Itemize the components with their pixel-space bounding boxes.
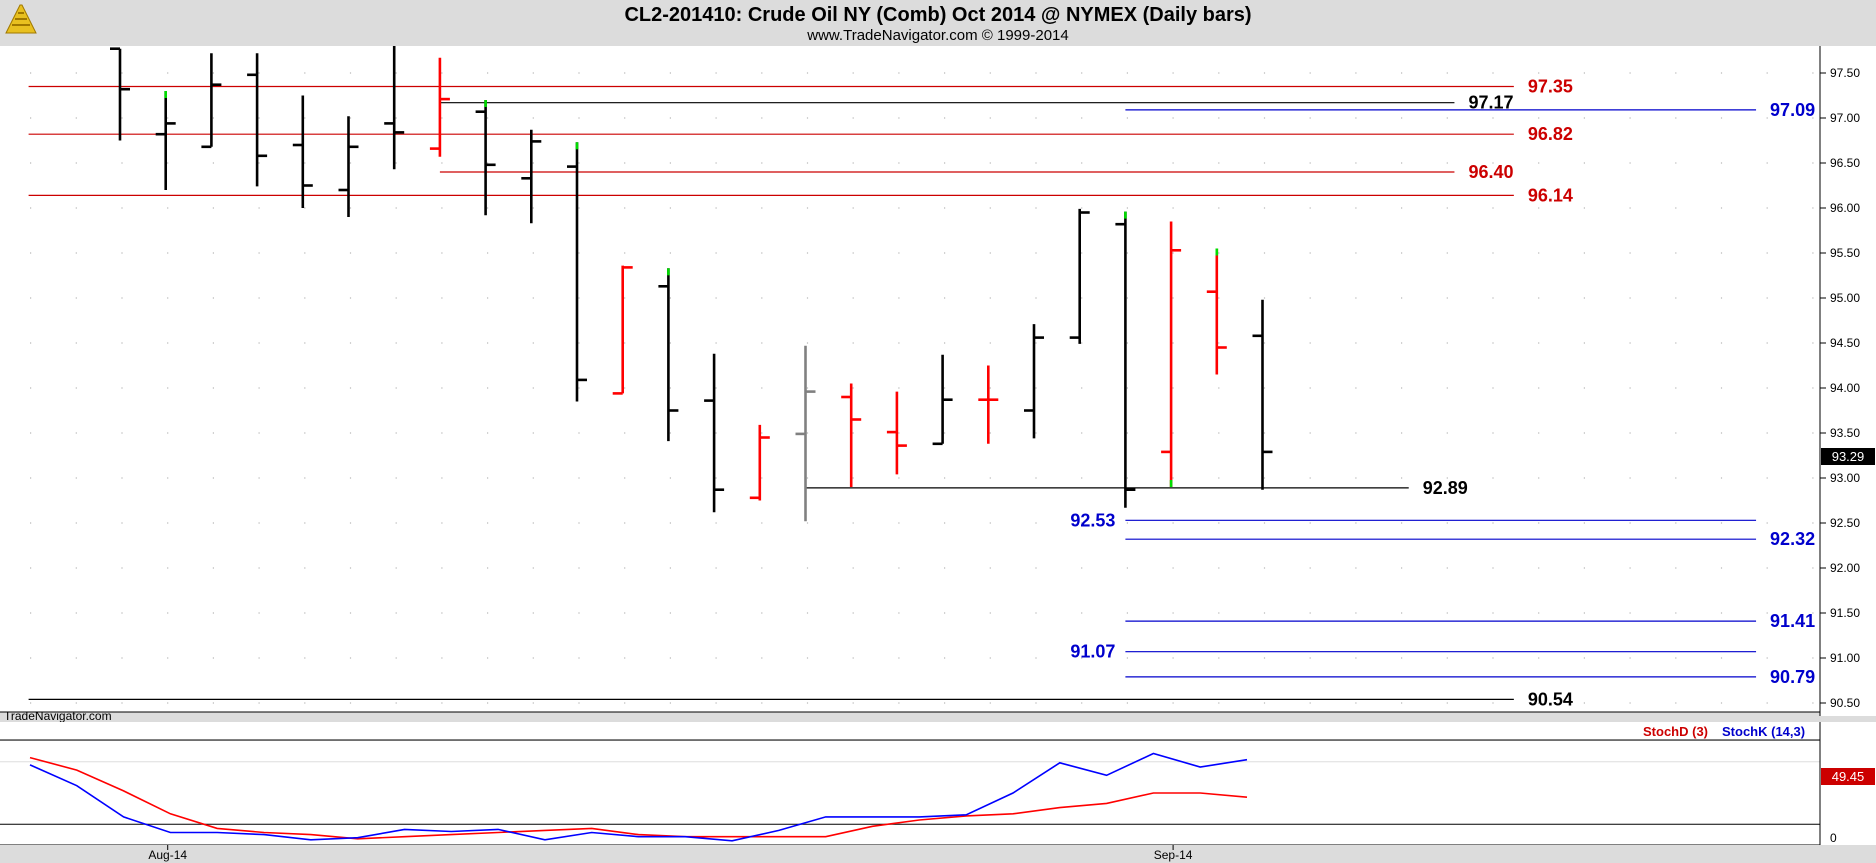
ohlc-bar bbox=[932, 354, 953, 446]
watermark: TradeNavigator.com bbox=[4, 709, 112, 723]
ohlc-bar bbox=[338, 116, 359, 217]
level-label: 96.14 bbox=[1528, 185, 1573, 205]
ohlc-bar bbox=[201, 53, 222, 149]
stochastic-panel-background bbox=[0, 741, 1820, 845]
price-axis-tick-label: 97.50 bbox=[1830, 66, 1860, 80]
stochk-line bbox=[29, 752, 1248, 842]
ohlc-bar bbox=[429, 57, 450, 157]
last-price-label: 93.29 bbox=[1832, 449, 1865, 464]
price-panel[interactable]: 97.35 97.17 97.09 96.82 96.40 96.14 92.89 92.53… bbox=[0, 46, 1820, 723]
ohlc-bar bbox=[612, 265, 633, 395]
chart-header: CL2-201410: Crude Oil NY (Comb) Oct 2014… bbox=[0, 0, 1876, 46]
level-label: 97.17 bbox=[1468, 93, 1513, 113]
level-label: 91.41 bbox=[1770, 611, 1815, 631]
price-axis-tick-label: 93.00 bbox=[1830, 471, 1860, 485]
ohlc-bar bbox=[292, 95, 313, 208]
ohlc-bar bbox=[749, 424, 770, 501]
price-y-axis: 97.50 97.00 96.50 96.00 95.50 95.00 94.50 94.00… bbox=[1819, 46, 1876, 716]
price-panel-background bbox=[0, 46, 1820, 712]
ohlc-bar bbox=[247, 53, 268, 187]
ohlc-bar bbox=[384, 46, 405, 170]
price-axis-tick-label: 97.00 bbox=[1830, 111, 1860, 125]
level-label: 97.09 bbox=[1770, 100, 1815, 120]
ohlc-bar bbox=[1161, 221, 1182, 487]
ohlc-bar bbox=[521, 129, 542, 224]
level-label: 90.79 bbox=[1770, 667, 1815, 687]
level-label: 91.07 bbox=[1070, 642, 1115, 662]
level-label: 97.35 bbox=[1528, 77, 1573, 97]
level-label: 90.54 bbox=[1528, 689, 1573, 709]
chart-title: CL2-201410: Crude Oil NY (Comb) Oct 2014… bbox=[624, 4, 1252, 26]
stochastic-panel[interactable]: StochD (3) StochK (14,3) bbox=[0, 722, 1820, 846]
price-bars bbox=[110, 46, 1273, 522]
stoch-axis-tick-label: 0 bbox=[1830, 831, 1837, 845]
chart-subtitle: www.TradeNavigator.com © 1999-2014 bbox=[807, 27, 1069, 44]
ohlc-bar bbox=[978, 365, 999, 444]
level-label: 92.89 bbox=[1423, 478, 1468, 498]
ohlc-bar bbox=[1024, 324, 1044, 439]
ohlc-bar bbox=[1252, 299, 1273, 490]
x-axis-tick-label: Sep-14 bbox=[1154, 848, 1193, 862]
price-axis-tick-label: 91.00 bbox=[1830, 651, 1860, 665]
price-axis-tick-label: 95.00 bbox=[1830, 291, 1860, 305]
level-label: 92.53 bbox=[1070, 510, 1115, 530]
ohlc-bar bbox=[886, 391, 907, 475]
stochk-legend-label: StochK (14,3) bbox=[1722, 724, 1805, 739]
ohlc-bar bbox=[567, 142, 587, 402]
stochastic-y-axis: 0 49.45 bbox=[1819, 722, 1876, 845]
price-axis-tick-label: 93.50 bbox=[1830, 426, 1860, 440]
price-axis-background bbox=[1820, 46, 1876, 716]
stoch-last-value-marker bbox=[1821, 768, 1875, 785]
ohlc-bar bbox=[704, 353, 725, 513]
ohlc-bar bbox=[155, 91, 176, 190]
price-axis-tick-label: 92.00 bbox=[1830, 561, 1860, 575]
ohlc-bar bbox=[475, 100, 496, 216]
price-axis-tick-label: 96.50 bbox=[1830, 156, 1860, 170]
ohlc-bar bbox=[795, 345, 816, 522]
price-axis-tick-label: 95.50 bbox=[1830, 246, 1860, 260]
level-label: 92.32 bbox=[1770, 529, 1815, 549]
ohlc-bar bbox=[1206, 248, 1227, 375]
x-axis-background bbox=[0, 845, 1876, 863]
price-axis-tick-label: 94.50 bbox=[1830, 336, 1860, 350]
price-axis-tick-label: 91.50 bbox=[1830, 606, 1860, 620]
ohlc-bar bbox=[1115, 211, 1136, 508]
stoch-last-value-label: 49.45 bbox=[1832, 769, 1865, 784]
price-axis-tick-label: 94.00 bbox=[1830, 381, 1860, 395]
price-axis-ticks: 97.50 97.00 96.50 96.00 95.50 95.00 94.50 94.00… bbox=[1820, 66, 1860, 710]
stochd-legend-label: StochD (3) bbox=[1643, 724, 1708, 739]
level-label: 96.40 bbox=[1468, 162, 1513, 182]
last-price-marker bbox=[1821, 448, 1875, 465]
ohlc-bar bbox=[841, 383, 862, 487]
x-axis-tick-label: Aug-14 bbox=[148, 848, 187, 862]
stochd-line bbox=[29, 756, 1248, 840]
ohlc-bar bbox=[1069, 208, 1090, 344]
x-axis: Aug-14 Sep-14 bbox=[0, 845, 1876, 863]
price-levels: 97.35 97.17 97.09 96.82 96.40 96.14 92.89 92.53… bbox=[28, 77, 1815, 709]
price-axis-tick-label: 92.50 bbox=[1830, 516, 1860, 530]
stochastic-header-strip bbox=[0, 722, 1820, 740]
ohlc-bar bbox=[110, 47, 130, 141]
trade-navigator-logo-icon bbox=[5, 4, 37, 34]
level-label: 96.82 bbox=[1528, 124, 1573, 144]
price-axis-tick-label: 90.50 bbox=[1830, 696, 1860, 710]
price-axis-tick-label: 96.00 bbox=[1830, 201, 1860, 215]
ohlc-bar bbox=[658, 268, 679, 442]
